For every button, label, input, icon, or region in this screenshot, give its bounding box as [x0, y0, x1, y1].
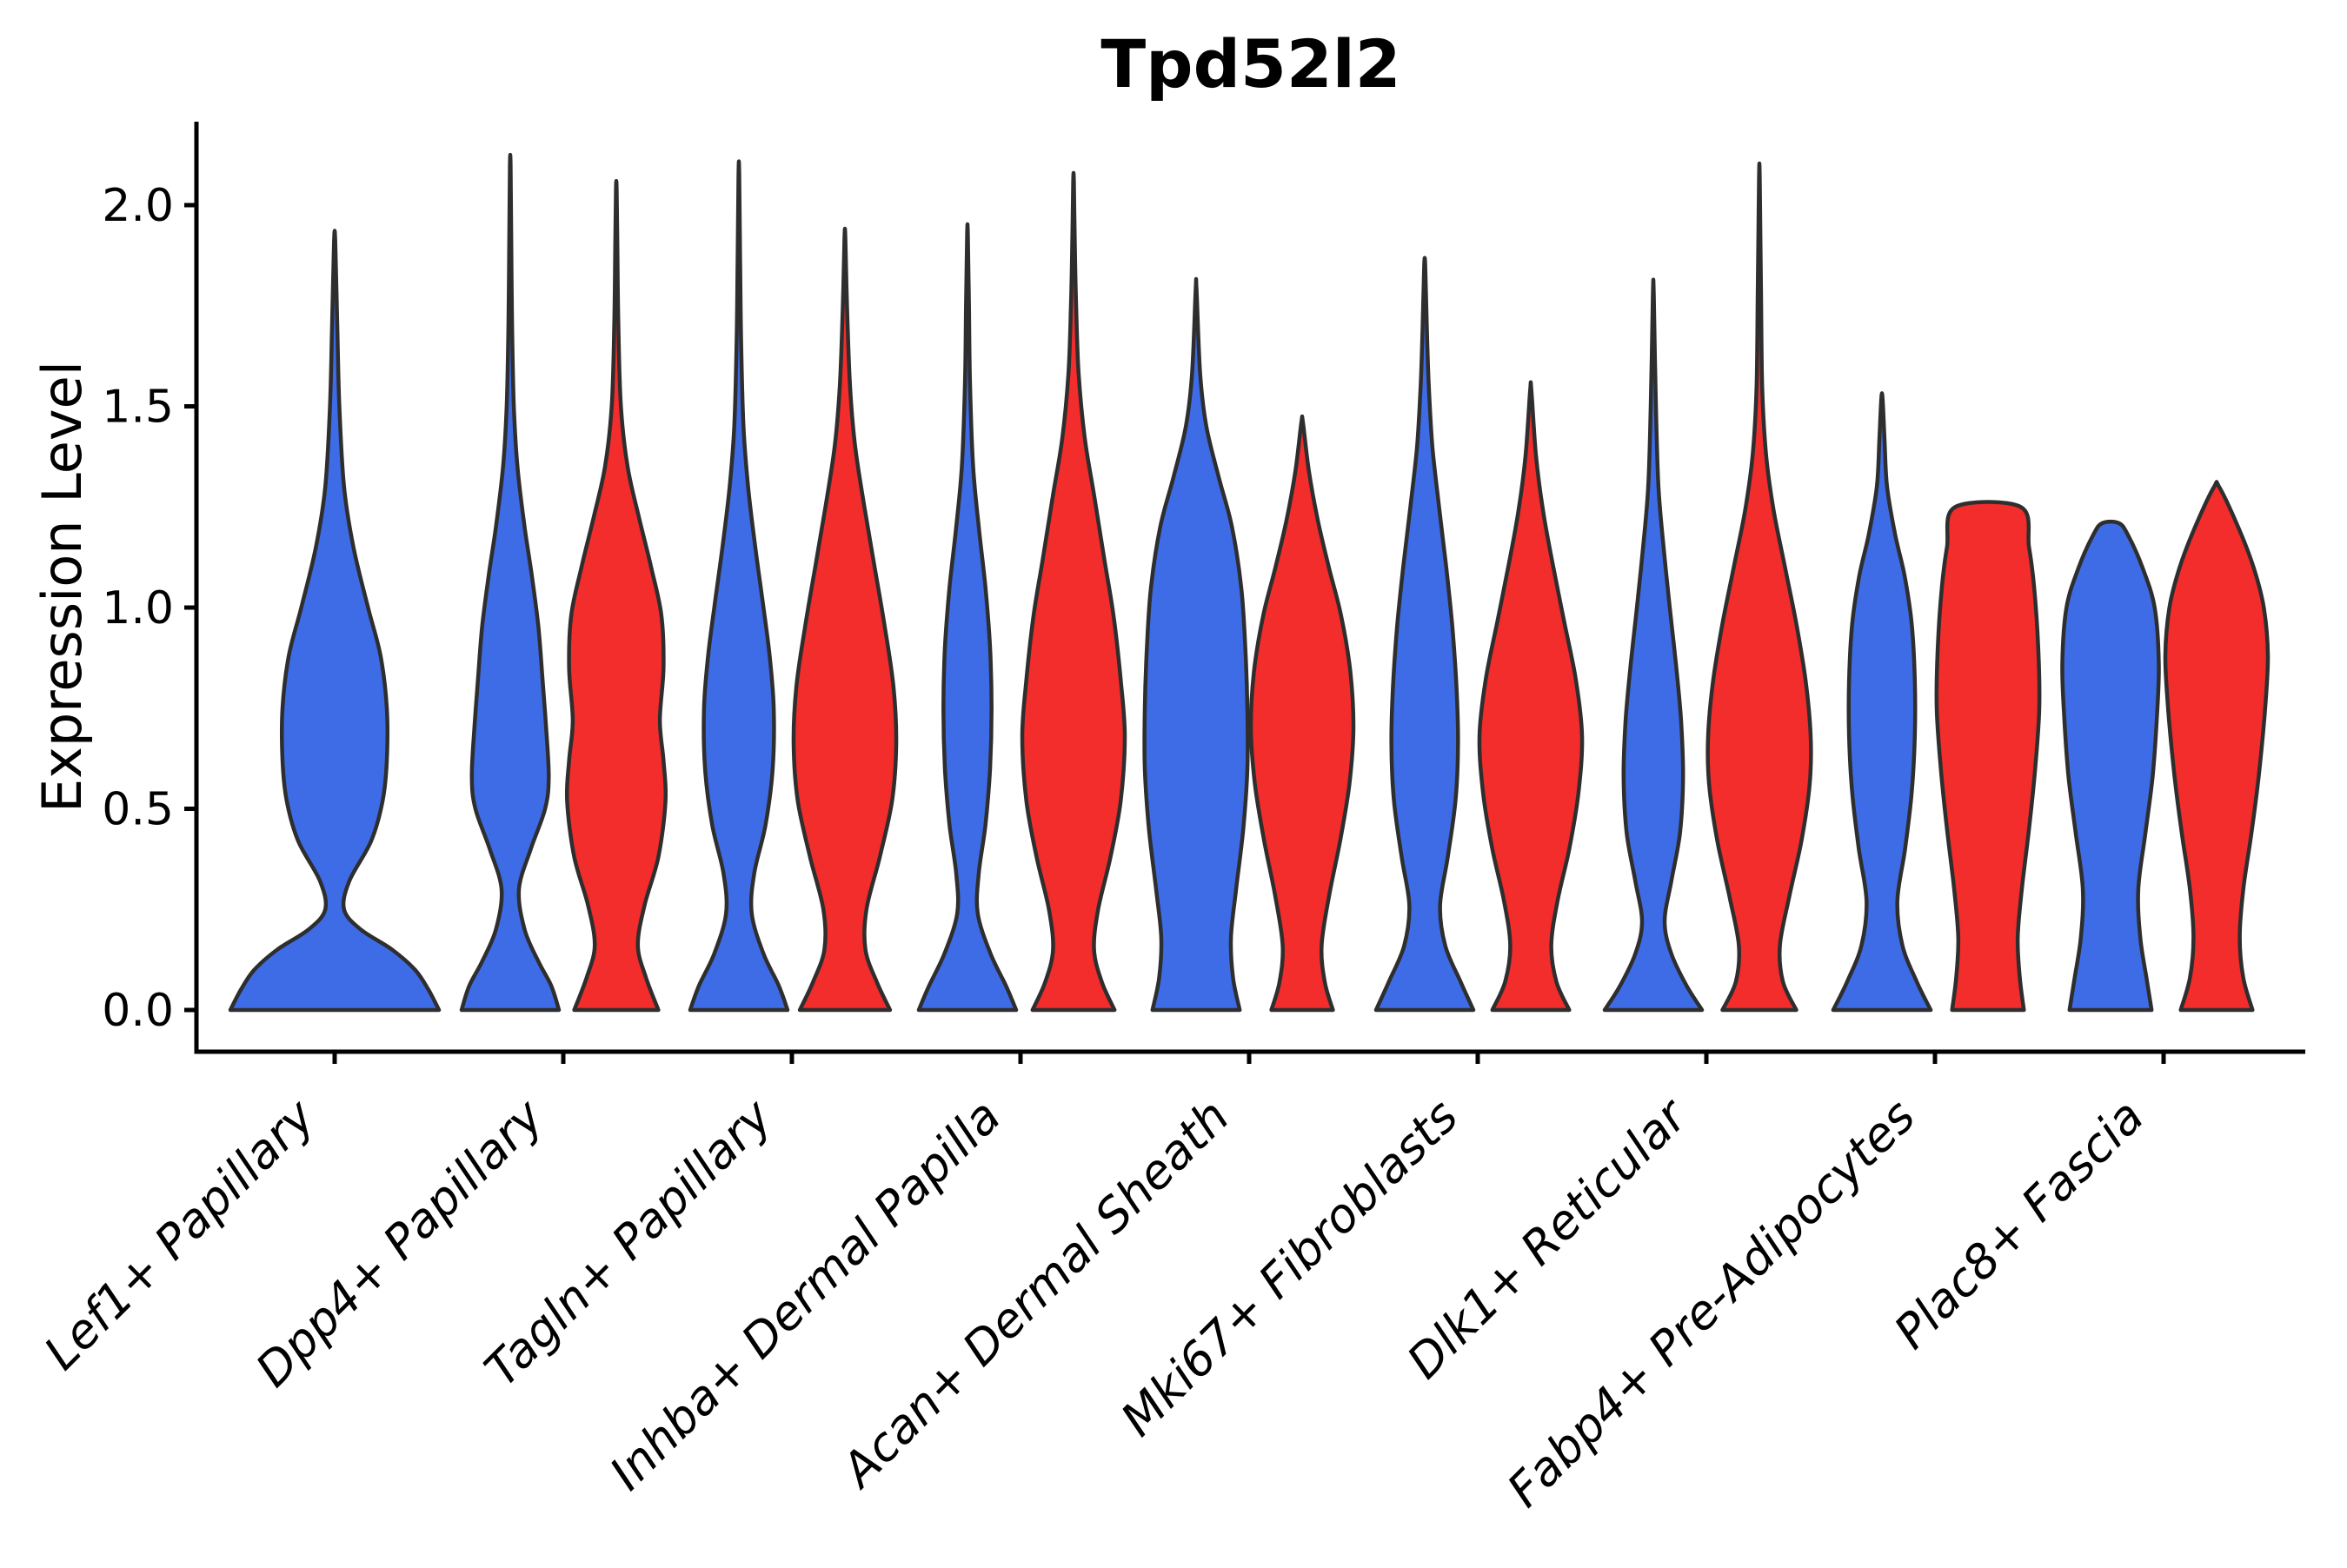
- violin-0-blue: [228, 229, 442, 1013]
- y-tick-label: 1.0: [102, 582, 174, 635]
- violin-8-red: [2163, 480, 2271, 1013]
- violin-4-blue: [1142, 276, 1250, 1013]
- violin-6-blue: [1602, 277, 1705, 1013]
- violin-8-blue: [2060, 519, 2161, 1013]
- violin-5-red: [1477, 380, 1585, 1013]
- x-tick-label-8: Plac8+ Fascia: [1884, 1089, 2154, 1359]
- y-tick-label: 2.0: [102, 180, 174, 232]
- y-tick-label: 0.0: [102, 985, 174, 1037]
- violins-layer: [228, 152, 2271, 1013]
- violin-2-red: [791, 226, 899, 1013]
- violin-7-red: [1934, 500, 2042, 1013]
- violin-1-red: [564, 178, 668, 1013]
- y-tick-label: 0.5: [102, 784, 174, 836]
- violin-3-red: [1020, 170, 1127, 1013]
- x-tick-label-4: Acan+ Dermal Sheath: [829, 1089, 1240, 1499]
- violin-6-red: [1705, 161, 1813, 1013]
- violin-5-blue: [1373, 256, 1476, 1013]
- x-tick-label-7: Fabp4+ Pre-Adipocytes: [1497, 1089, 1925, 1518]
- x-tick-label-3: Inhba+ Dermal Papilla: [599, 1089, 1011, 1501]
- violin-7-blue: [1831, 391, 1933, 1013]
- violin-4-red: [1248, 414, 1356, 1013]
- y-axis-label: Expression Level: [30, 361, 94, 813]
- y-tick-label: 1.5: [102, 382, 174, 434]
- violin-2-blue: [688, 159, 790, 1013]
- y-axis-ticks: 0.0 0.5 1.0 1.5 2.0: [102, 180, 196, 1037]
- violin-1-blue: [459, 152, 562, 1013]
- violin-3-blue: [916, 222, 1019, 1013]
- chart-title: Tpd52l2: [1100, 25, 1400, 103]
